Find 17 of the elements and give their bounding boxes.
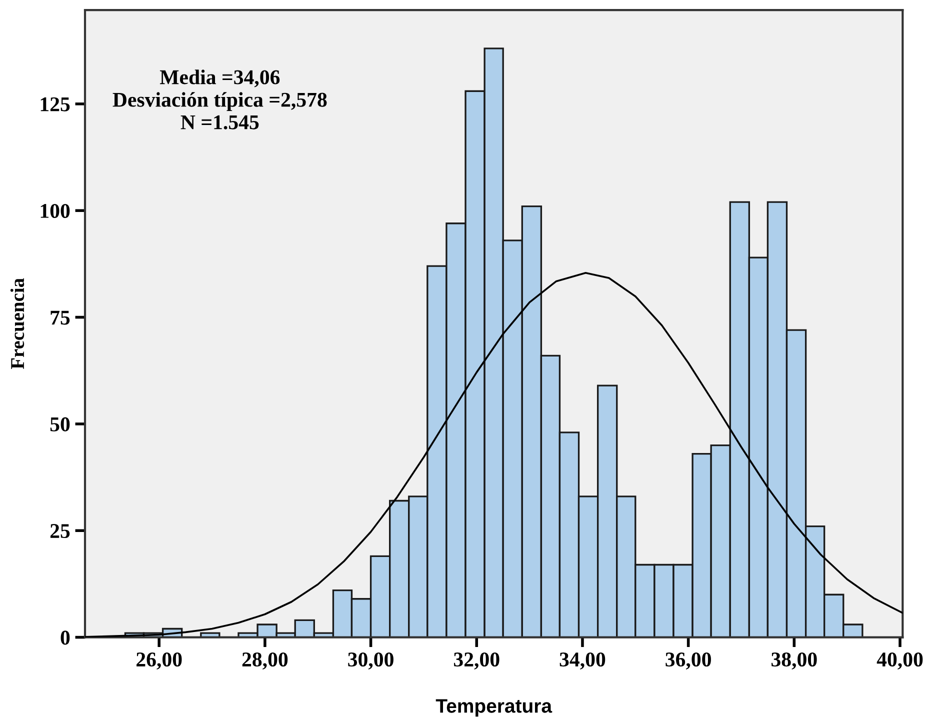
y-tick-label: 25 (50, 524, 70, 538)
y-tick-label: 75 (50, 310, 70, 325)
x-tick-label: 34,00 (560, 652, 606, 670)
x-axis-title: Temperatura (436, 699, 552, 717)
x-tick-label: 30,00 (348, 652, 394, 670)
x-tick-label: 40,00 (876, 652, 923, 670)
x-tick-label: 28,00 (242, 652, 288, 670)
y-tick-label: 100 (40, 204, 70, 218)
x-tick-label: 36,00 (666, 652, 711, 670)
x-tick-label: 26,00 (136, 652, 182, 670)
y-tick-label: 125 (40, 97, 70, 112)
x-tick-label: 38,00 (772, 652, 817, 670)
y-tick-label: 0 (60, 630, 70, 645)
x-tick-label: 32,00 (454, 652, 500, 670)
y-tick-label: 50 (50, 417, 70, 432)
annotation: Media =34,06 Desviación típica =2,578 N =1.545 (112, 70, 327, 130)
y-axis-title: Frecuencia (10, 278, 24, 370)
